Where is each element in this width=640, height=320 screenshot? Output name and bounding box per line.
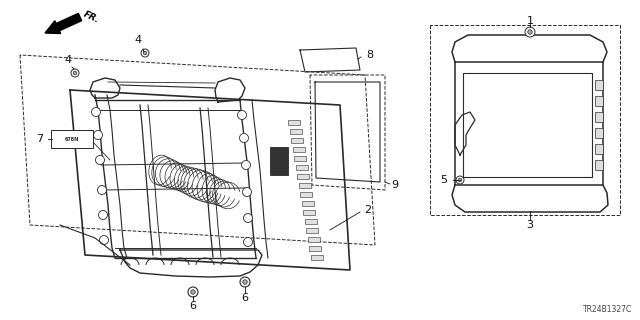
Circle shape (73, 71, 77, 75)
Bar (300, 192, 312, 197)
Bar (291, 138, 303, 143)
Circle shape (241, 161, 250, 170)
Circle shape (237, 110, 246, 119)
Bar (289, 129, 301, 134)
Bar (595, 112, 603, 122)
Bar (296, 165, 307, 170)
Circle shape (243, 280, 247, 284)
Circle shape (188, 287, 198, 297)
Circle shape (99, 211, 108, 220)
Bar (301, 201, 314, 206)
Circle shape (525, 27, 535, 37)
Bar (270, 147, 288, 175)
Bar (294, 156, 306, 161)
Circle shape (239, 133, 248, 142)
Circle shape (99, 236, 109, 244)
Circle shape (240, 277, 250, 287)
Circle shape (95, 156, 104, 164)
Bar (309, 246, 321, 251)
Bar (298, 183, 310, 188)
Text: 7: 7 (36, 134, 44, 144)
Circle shape (143, 51, 147, 55)
Bar (303, 210, 315, 215)
Text: 3: 3 (527, 220, 534, 230)
Bar (288, 120, 300, 125)
Circle shape (458, 178, 462, 182)
Text: 678N: 678N (65, 137, 79, 141)
Bar (595, 144, 603, 154)
Circle shape (243, 213, 253, 222)
Text: 2: 2 (364, 205, 372, 215)
Circle shape (243, 188, 252, 196)
Bar (305, 219, 317, 224)
Text: 9: 9 (392, 180, 399, 190)
Circle shape (243, 237, 253, 246)
FancyBboxPatch shape (463, 73, 592, 177)
Text: FR.: FR. (82, 9, 100, 25)
FancyBboxPatch shape (51, 130, 93, 148)
Circle shape (97, 186, 106, 195)
Text: 1: 1 (527, 16, 534, 26)
Text: 5: 5 (440, 175, 447, 185)
Text: 6: 6 (241, 293, 248, 303)
Bar (595, 128, 603, 138)
Circle shape (191, 290, 195, 294)
Text: TR24B1327C: TR24B1327C (583, 305, 632, 314)
Circle shape (71, 69, 79, 77)
Bar (306, 228, 318, 233)
Text: 4: 4 (65, 55, 72, 65)
FancyArrow shape (45, 13, 82, 34)
Circle shape (528, 30, 532, 34)
Circle shape (456, 176, 464, 184)
Circle shape (141, 49, 149, 57)
Bar (595, 160, 603, 170)
Text: 6: 6 (189, 301, 196, 311)
Text: 4: 4 (134, 35, 141, 45)
Bar (297, 174, 309, 179)
Bar (307, 237, 319, 242)
Text: 8: 8 (367, 50, 374, 60)
Bar (292, 147, 305, 152)
Circle shape (92, 108, 100, 116)
Bar (310, 255, 323, 260)
Circle shape (93, 131, 102, 140)
Bar (595, 80, 603, 90)
Bar (595, 96, 603, 106)
